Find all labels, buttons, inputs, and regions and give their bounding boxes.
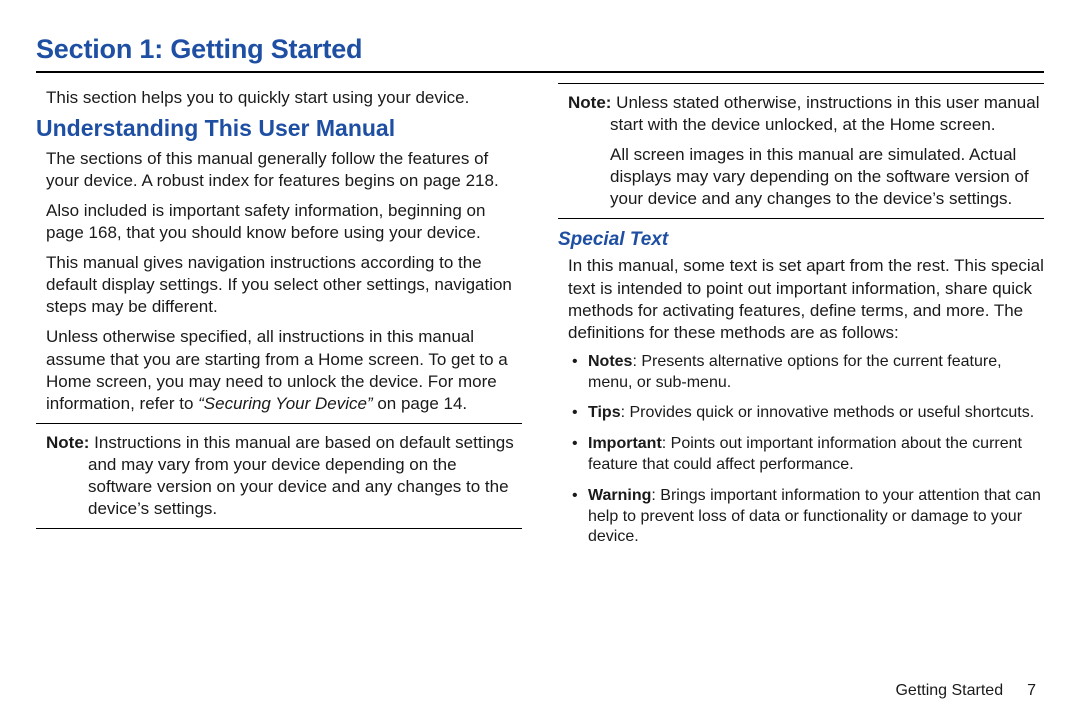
note-text: Instructions in this manual are based on… — [88, 433, 514, 518]
note-top-rule — [36, 423, 522, 424]
right-column: Note: Unless stated otherwise, instructi… — [558, 83, 1044, 558]
left-column: This section helps you to quickly start … — [36, 83, 522, 558]
body-paragraph: Also included is important safety inform… — [46, 200, 522, 244]
cross-reference: “Securing Your Device” — [198, 394, 373, 413]
term-text: : Brings important information to your a… — [588, 487, 1041, 546]
footer-section-name: Getting Started — [895, 682, 1003, 699]
term-label: Notes — [588, 353, 632, 370]
list-item: Important: Points out important informat… — [572, 434, 1044, 476]
section-title: Section 1: Getting Started — [36, 34, 1044, 65]
term-label: Warning — [588, 487, 651, 504]
note-block: Note: Instructions in this manual are ba… — [46, 432, 522, 520]
intro-text: This section helps you to quickly start … — [46, 87, 522, 109]
note-text: Unless stated otherwise, instructions in… — [610, 93, 1039, 134]
note-bottom-rule — [558, 218, 1044, 219]
special-text-heading: Special Text — [558, 229, 1044, 251]
body-text: on page 14. — [373, 394, 468, 413]
term-text: : Provides quick or innovative methods o… — [621, 404, 1035, 421]
body-paragraph: This manual gives navigation instruction… — [46, 252, 522, 318]
list-item: Notes: Presents alternative options for … — [572, 352, 1044, 394]
note-top-rule — [558, 83, 1044, 84]
note-bottom-rule — [36, 528, 522, 529]
note-label: Note: — [568, 93, 611, 112]
list-item: Tips: Provides quick or innovative metho… — [572, 403, 1044, 424]
manual-page: Section 1: Getting Started This section … — [0, 0, 1080, 720]
body-paragraph: In this manual, some text is set apart f… — [568, 255, 1044, 343]
term-text: : Presents alternative options for the c… — [588, 353, 1002, 391]
note-continuation: All screen images in this manual are sim… — [610, 144, 1044, 210]
subsection-heading: Understanding This User Manual — [36, 115, 522, 142]
body-paragraph: Unless otherwise specified, all instruct… — [46, 326, 522, 414]
title-rule — [36, 71, 1044, 73]
body-paragraph: The sections of this manual generally fo… — [46, 148, 522, 192]
page-footer: Getting Started 7 — [895, 682, 1036, 700]
term-label: Important — [588, 435, 662, 452]
definition-list: Notes: Presents alternative options for … — [558, 352, 1044, 548]
note-label: Note: — [46, 433, 89, 452]
two-column-layout: This section helps you to quickly start … — [36, 83, 1044, 558]
note-block: Note: Unless stated otherwise, instructi… — [568, 92, 1044, 136]
list-item: Warning: Brings important information to… — [572, 486, 1044, 548]
footer-page-number: 7 — [1027, 682, 1036, 699]
term-label: Tips — [588, 404, 621, 421]
